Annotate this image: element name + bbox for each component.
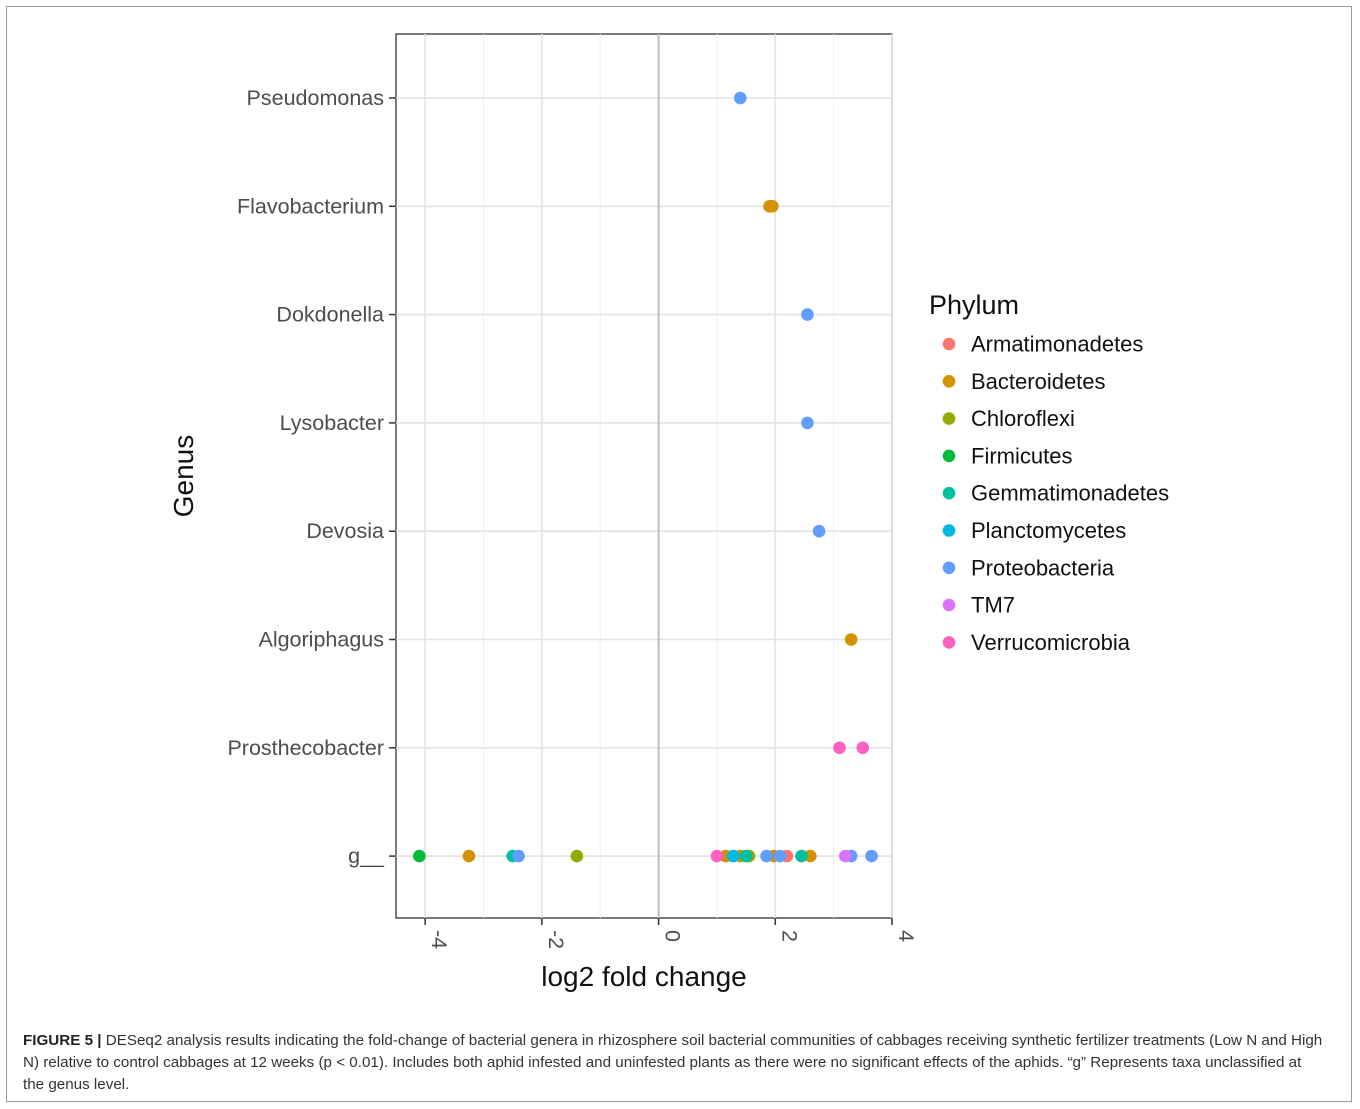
y-axis-label: Genus (168, 435, 199, 518)
data-point (733, 91, 747, 105)
data-point (833, 741, 846, 755)
data-point (570, 849, 584, 863)
x-tick-label: 2 (777, 930, 801, 942)
legend-label: Proteobacteria (971, 555, 1115, 580)
data-point (804, 849, 817, 863)
legend-label: Bacteroidetes (971, 369, 1106, 394)
legend-key (942, 375, 956, 388)
legend-key (942, 486, 956, 500)
data-point (801, 416, 814, 430)
legend-label: Armatimonadetes (971, 332, 1143, 357)
data-point (766, 200, 779, 213)
legend-key (942, 561, 956, 575)
major-gridlines (396, 34, 893, 918)
x-tick-label: 4 (894, 930, 918, 942)
x-tick-label: -4 (427, 930, 451, 949)
data-point (844, 633, 858, 646)
data-point (726, 849, 740, 863)
x-tick-label: 0 (661, 930, 685, 942)
plot-panel (395, 33, 893, 919)
legend-label: TM7 (971, 593, 1015, 618)
x-axis: -4 -2 0 2 4 (424, 918, 918, 949)
legend-key (942, 598, 956, 612)
y-tick-label: Dokdonella (276, 303, 384, 327)
y-tick-label: Flavobacterium (237, 194, 384, 218)
legend-key (942, 337, 956, 351)
data-point (812, 524, 826, 538)
x-tick-label: -2 (544, 930, 568, 949)
legend-label: Firmicutes (971, 443, 1072, 468)
y-tick-label: Devosia (306, 519, 384, 543)
legend-key (942, 412, 956, 425)
data-point (801, 308, 814, 321)
data-point (413, 849, 426, 863)
data-point (512, 849, 525, 863)
data-point (739, 849, 753, 863)
x-axis-label: log2 fold change (541, 961, 747, 992)
data-point (795, 849, 808, 863)
data-point (856, 741, 870, 755)
figure-frame (6, 6, 1352, 1102)
y-axis: Pseudomonas Flavobacterium Dokdonella Lysob… (227, 86, 396, 868)
legend-label: Verrucomicrobia (971, 630, 1131, 655)
dot-plot: Pseudomonas Flavobacterium Dokdonella Lysob… (168, 33, 1169, 992)
legend-key (942, 449, 956, 463)
legend-key (942, 636, 956, 649)
data-point (462, 849, 476, 863)
legend: Phylum Armatimonadetes Bacteroidetes Chlor… (929, 290, 1169, 655)
minor-gridlines (483, 34, 835, 918)
y-tick-label: g__ (348, 844, 385, 868)
figure-caption: FIGURE 5 | DESeq2 analysis results indic… (23, 1030, 1323, 1096)
legend-label: Planctomycetes (971, 518, 1126, 543)
y-tick-label: Prosthecobacter (227, 736, 384, 760)
legend-key (942, 524, 956, 537)
y-tick-label: Lysobacter (280, 411, 384, 435)
legend-title: Phylum (929, 290, 1019, 320)
legend-label: Gemmatimonadetes (971, 481, 1169, 506)
data-point (710, 849, 724, 863)
data-point (773, 849, 787, 863)
data-point (865, 849, 878, 863)
y-tick-label: Algoriphagus (258, 628, 384, 652)
legend-label: Chloroflexi (971, 406, 1075, 431)
data-point (839, 849, 852, 863)
caption-text: DESeq2 analysis results indicating the f… (23, 1032, 1323, 1093)
y-tick-label: Pseudomonas (247, 86, 384, 110)
caption-label: FIGURE 5 | (23, 1032, 102, 1049)
data-points (413, 91, 878, 863)
data-point (760, 849, 773, 863)
